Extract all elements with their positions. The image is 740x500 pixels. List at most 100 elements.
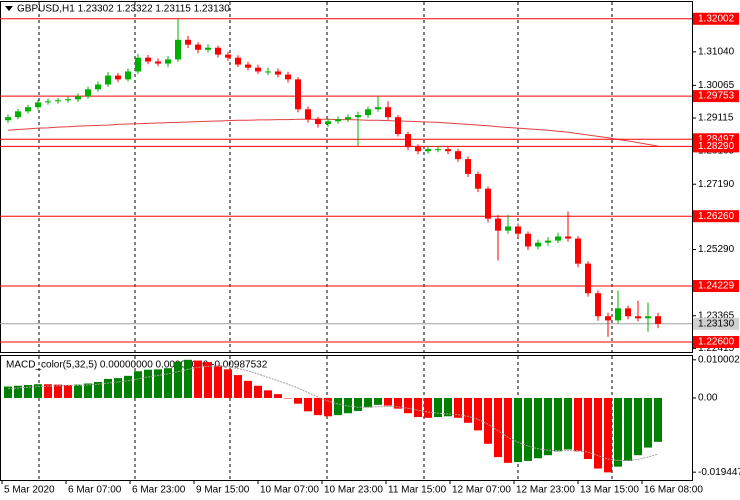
current-price-label: 1.23130 [698,318,735,329]
y-tick-label: 0.010002 [698,354,740,365]
macd-bar [254,385,262,398]
main-frame [0,1,693,353]
chart-title: GBPUSD,H1 1.23302 1.23322 1.23115 1.2313… [17,4,230,15]
candle-body [25,107,31,112]
level-label: 1.28497 [698,134,735,145]
macd-bar [304,397,312,412]
macd-bar [594,397,602,469]
macd-bar [624,397,632,461]
candle-body [175,39,181,60]
y-tick-label: 1.30065 [698,80,735,91]
candle-body [535,242,541,247]
x-tick-label: 11 Mar 15:00 [388,485,447,496]
candle-body [415,147,421,152]
candle-body [425,149,431,152]
level-box [693,210,739,223]
x-tick-label: 12 Mar 23:00 [516,485,575,496]
candle-body [645,316,651,319]
y-tick-label: 0.00 [698,393,718,404]
candle-body [475,173,481,189]
macd-bar [194,360,202,398]
macd-bar [354,397,362,411]
macd-bar [184,359,192,398]
candle-body [315,119,321,125]
level-label: 1.26260 [698,211,735,222]
candle-body [635,316,641,319]
macd-bar [584,397,592,460]
candle-body [405,134,411,148]
candle-body [485,188,491,219]
candle-body [335,119,341,122]
candle-body [235,57,241,65]
candle-body [45,101,51,103]
candle-body [195,44,201,50]
macd-bar [284,397,292,399]
candle-body [505,226,511,231]
macd-bar [204,362,212,398]
candle-body [455,151,461,160]
macd-bar [294,397,302,404]
macd-bar [164,368,172,398]
candle-body [125,71,131,80]
macd-bar [494,397,502,458]
macd-bar [14,385,22,398]
x-tick-label: 5 Mar 2020 [4,485,55,496]
macd-bar [404,397,412,414]
x-tick-label: 6 Mar 07:00 [68,485,122,496]
candle-body [285,74,291,80]
macd-bar [384,397,392,406]
candle-body [325,121,331,125]
macd-bar [464,397,472,423]
level-box [693,280,739,293]
macd-bar [484,397,492,444]
candle-body [375,107,381,110]
macd-bar [514,397,522,463]
candle-body [165,59,171,64]
candle-body [105,75,111,85]
candle-body [145,57,151,62]
candle-body [585,263,591,294]
macd-bar [554,397,562,452]
candle-body [305,109,311,120]
x-tick-label: 16 Mar 08:00 [644,485,703,496]
macd-bar [44,384,52,398]
menu-icon[interactable] [5,6,13,11]
candle-body [15,111,21,118]
macd-bar [324,397,332,417]
macd-bar [374,397,382,405]
macd-bar [424,397,432,418]
macd-bar [244,380,252,398]
y-tick-label: 1.22415 [698,343,735,354]
macd-bar [224,369,232,398]
candle-body [465,159,471,174]
macd-bar [124,375,132,398]
x-tick-label: 12 Mar 07:00 [452,485,511,496]
candle-body [525,233,531,247]
y-tick-label: 1.23365 [698,310,735,321]
y-tick-label: 1.25290 [698,244,735,255]
macd-bar [614,397,622,467]
candle-body [365,109,371,116]
signal-line [7,365,659,462]
candle-body [435,149,441,151]
moving-average [7,118,659,147]
candle-body [135,57,141,72]
candle-body [395,117,401,135]
macd-bar [74,384,82,398]
candle-body [595,293,601,317]
level-label: 1.28290 [698,141,735,152]
candle-body [605,316,611,321]
candle-body [295,79,301,110]
x-tick-label: 9 Mar 15:00 [196,485,250,496]
macd-bar [274,394,282,398]
macd-bar [174,361,182,398]
candle-body [655,316,661,324]
candle-body [155,61,161,64]
level-label: 1.24229 [698,281,735,292]
macd-bar [414,397,422,418]
level-label: 1.32002 [698,13,735,24]
macd-bar [564,397,572,450]
candle-body [495,218,501,231]
macd-bar [114,378,122,398]
